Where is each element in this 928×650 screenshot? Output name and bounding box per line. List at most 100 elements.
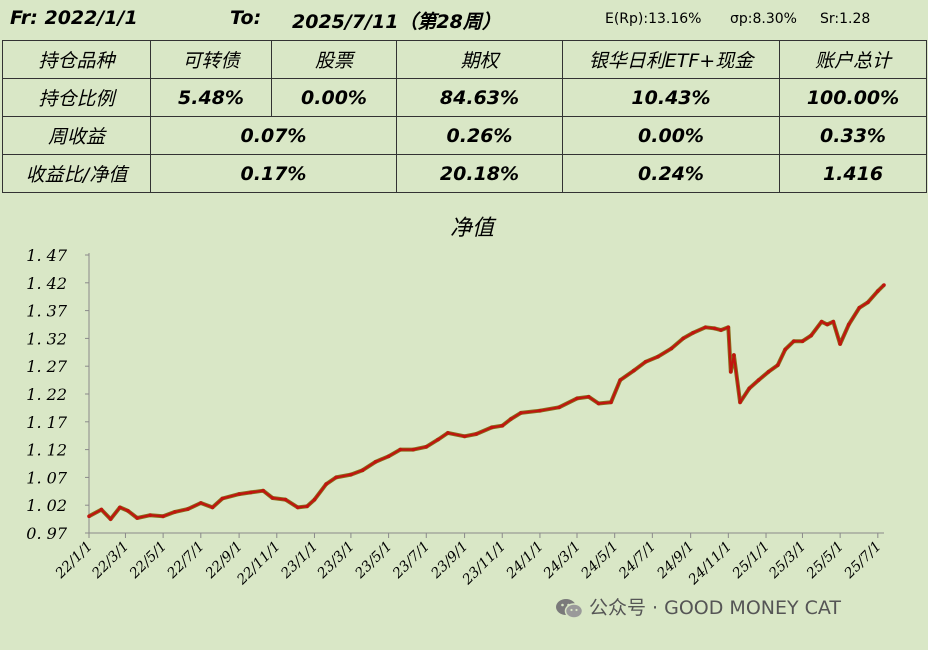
y-tick-label: 1. 47 <box>26 246 68 265</box>
data-point <box>831 319 836 324</box>
data-point <box>237 492 241 496</box>
data-point <box>825 322 829 327</box>
expected-return: E(Rp):13.16% <box>605 11 702 27</box>
x-tick-label: 22/1/1 <box>52 539 96 583</box>
summary-header: Fr: 2022/1/1 To: 2025/7/11（第28周） E(Rp):1… <box>0 0 928 40</box>
data-point <box>703 325 708 330</box>
plot-area <box>87 283 886 522</box>
data-point <box>519 411 523 415</box>
data-point <box>712 326 717 331</box>
data-point <box>126 509 130 513</box>
data-point <box>305 504 309 509</box>
watermark-text: 公众号 · GOOD MONEY CAT <box>589 597 842 619</box>
data-point <box>618 378 622 382</box>
x-tick-label: 24/7/1 <box>615 539 659 583</box>
data-point <box>726 325 731 330</box>
x-tick-label: 23/5/1 <box>352 539 396 583</box>
series-line <box>88 284 885 521</box>
data-point <box>398 447 403 452</box>
data-point <box>312 497 317 502</box>
x-tick-label: 25/5/1 <box>803 539 847 583</box>
data-point <box>732 353 736 357</box>
table-cell: 0.33% <box>779 116 927 155</box>
data-point <box>792 339 796 343</box>
y-tick-label: 1. 12 <box>26 441 67 460</box>
sharpe-ratio: Sr:1.28 <box>820 11 871 27</box>
holdings-table: 持仓品种 可转债 股票 期权 银华日利ETF+现金 账户总计 持仓比例 5.48… <box>2 40 927 193</box>
data-point <box>557 405 561 410</box>
chart-title: 净值 <box>450 216 497 241</box>
data-point <box>783 347 787 352</box>
from-date: Fr: 2022/1/1 <box>10 7 138 29</box>
data-point <box>632 368 636 373</box>
table-cell: 5.48% <box>150 78 272 117</box>
data-point <box>729 370 733 374</box>
data-point <box>490 425 494 430</box>
data-point <box>462 434 467 439</box>
x-tick-label: 22/5/1 <box>126 539 170 583</box>
data-point <box>161 514 165 519</box>
data-point <box>360 468 365 473</box>
y-tick-label: 0. 97 <box>26 524 68 543</box>
data-point <box>334 475 338 480</box>
data-point <box>220 496 225 501</box>
data-point <box>575 396 579 401</box>
y-tick-label: 1. 37 <box>26 302 68 321</box>
x-tick-label: 23/7/1 <box>389 539 433 583</box>
volatility: σp:8.30% <box>730 11 797 27</box>
data-point <box>819 319 824 324</box>
data-point <box>261 488 266 493</box>
y-tick-label: 1. 42 <box>26 274 67 293</box>
data-point <box>586 395 591 399</box>
table-cell: 20.18% <box>396 154 563 193</box>
data-point <box>296 505 300 510</box>
table-cell: 0.17% <box>150 154 397 193</box>
x-tick-label: 23/3/1 <box>314 539 358 583</box>
y-tick-label: 1. 17 <box>26 413 68 432</box>
data-point <box>411 447 416 452</box>
data-point <box>838 342 842 346</box>
table-cell: 84.63% <box>396 78 563 117</box>
data-point <box>756 378 761 382</box>
series-line-shadow <box>88 283 886 522</box>
data-point <box>87 514 91 519</box>
data-point <box>656 354 660 359</box>
data-point <box>596 401 601 406</box>
data-point <box>249 490 253 495</box>
x-tick-label: 24/1/1 <box>503 539 547 583</box>
table-cell: 0.24% <box>562 154 780 193</box>
data-point <box>199 501 203 505</box>
table-cell: 10.43% <box>562 78 780 117</box>
data-point <box>474 432 479 436</box>
data-point <box>509 417 513 421</box>
x-tick-label: 24/5/1 <box>578 539 622 583</box>
data-point <box>747 386 752 391</box>
table-row: 周收益 0.07% 0.26% 0.00% 0.33% <box>2 116 927 155</box>
to-label: To: <box>230 7 262 29</box>
wechat-icon <box>555 598 584 620</box>
data-point <box>857 306 862 310</box>
data-point <box>681 336 685 341</box>
x-tick-label: 22/7/1 <box>164 539 208 583</box>
data-point <box>424 445 429 449</box>
data-point <box>386 454 391 459</box>
table-cell: 0.07% <box>150 116 397 155</box>
data-point <box>882 283 886 287</box>
table-cell: 0.00% <box>562 116 780 155</box>
data-point <box>719 328 723 332</box>
nav-chart-svg: 净值 0. 97 1. 02 1. 07 1. 12 1. 17 1. 22 1. 27 1.… <box>26 216 886 589</box>
data-point <box>148 513 152 517</box>
x-tick-label: 25/3/1 <box>765 539 809 583</box>
x-tick-label: 23/1/1 <box>277 539 321 583</box>
y-tick-label: 1. 22 <box>26 385 67 404</box>
table-row: 收益比/净值 0.17% 20.18% 0.24% 1.416 <box>2 154 927 193</box>
col-header-etf-cash: 银华日利ETF+现金 <box>562 40 780 79</box>
nav-chart: 净值 0. 97 1. 02 1. 07 1. 12 1. 17 1. 22 1. 27 1.… <box>0 195 928 646</box>
data-point <box>173 510 177 514</box>
y-axis: 0. 97 1. 02 1. 07 1. 12 1. 17 1. 22 1. 27 1. 32… <box>26 246 90 543</box>
watermark: 公众号 · GOOD MONEY CAT <box>555 593 841 620</box>
table-cell: 0.00% <box>271 78 397 117</box>
x-tick-label: 22/3/1 <box>88 539 132 583</box>
data-point <box>809 333 813 338</box>
data-point <box>866 300 870 305</box>
